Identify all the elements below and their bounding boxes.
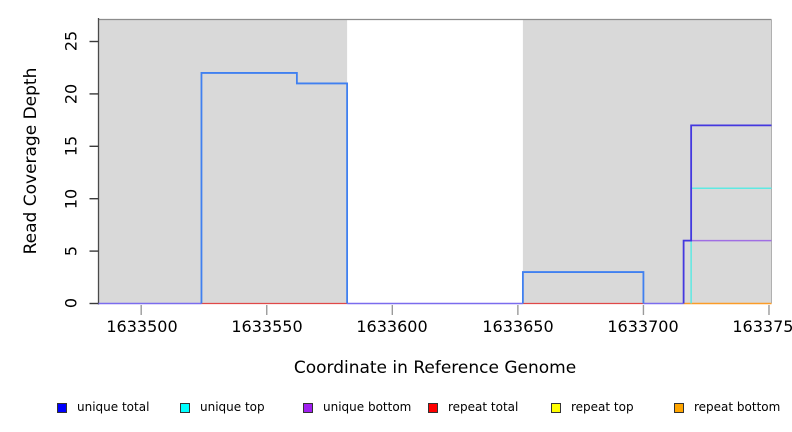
unique-total-step-22 [200, 72, 349, 304]
unique-top-swatch-icon [180, 403, 190, 413]
shaded-region-1 [522, 19, 772, 304]
x-tick-label-1633550: 1633550 [231, 317, 303, 336]
legend-label: unique top [200, 400, 265, 414]
legend-label: repeat bottom [694, 400, 781, 414]
x-tick-label-1633600: 1633600 [356, 317, 428, 336]
unique-total-step-3 [521, 271, 645, 304]
y-tick-label-20: 20 [61, 83, 81, 105]
shaded-region-0 [98, 19, 348, 304]
y-tick-label-10: 10 [61, 188, 81, 210]
legend-label: unique bottom [323, 400, 412, 414]
unique-bottom-swatch-icon [303, 403, 313, 413]
repeat-total-swatch-icon [428, 403, 438, 413]
y-tick-label-0: 0 [61, 297, 81, 309]
repeat-top-swatch-icon [551, 403, 561, 413]
unique-total-swatch-icon [57, 403, 67, 413]
repeat-bottom-swatch-icon [674, 403, 684, 413]
x-tick-label-1633700: 1633700 [607, 317, 679, 336]
legend-label: unique total [77, 400, 150, 414]
unique-total-step-17 [682, 124, 772, 304]
x-axis-title: Coordinate in Reference Genome [293, 358, 577, 378]
legend-label: repeat total [448, 400, 519, 414]
x-tick-label-1633750: 1633750 [732, 317, 792, 336]
y-tick-label-5: 5 [61, 245, 81, 257]
y-tick-label-25: 25 [61, 30, 81, 52]
y-axis-title: Read Coverage Depth [21, 67, 41, 255]
legend-label: repeat top [571, 400, 634, 414]
y-tick-label-15: 15 [61, 135, 81, 157]
x-tick-label-1633500: 1633500 [106, 317, 178, 336]
x-tick-label-1633650: 1633650 [482, 317, 554, 336]
